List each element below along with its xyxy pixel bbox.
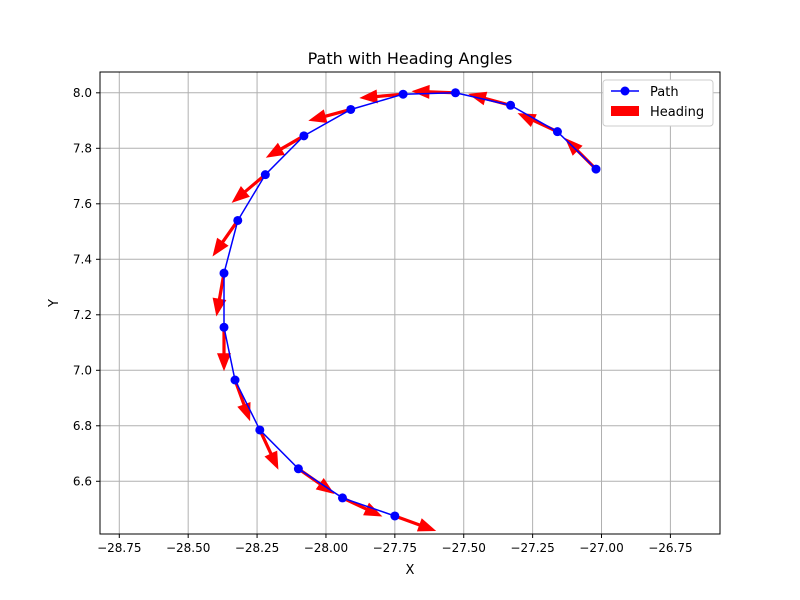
path-point <box>230 375 240 385</box>
x-tick-label: −28.00 <box>304 541 348 555</box>
legend-heading-label: Heading <box>650 105 704 120</box>
y-tick-label: 8.0 <box>73 86 92 100</box>
legend-path-marker <box>620 86 630 96</box>
plot-area-frame <box>99 71 721 535</box>
x-tick-label: −28.25 <box>235 541 279 555</box>
path-point <box>346 104 356 114</box>
path-point <box>398 89 408 99</box>
heading-arrow <box>212 219 240 257</box>
x-tick-label: −26.75 <box>648 541 692 555</box>
path-point <box>552 127 562 137</box>
path-point <box>390 511 400 521</box>
x-tick-label: −27.25 <box>510 541 554 555</box>
heading-arrow <box>517 113 559 134</box>
y-tick-label: 6.8 <box>73 419 92 433</box>
y-axis-ticks: 6.6 6.8 7.0 7.2 7.4 7.6 7.8 8.0 <box>73 86 100 488</box>
path-point <box>255 425 265 435</box>
heading-arrow <box>411 84 456 99</box>
path-point <box>260 170 270 180</box>
y-tick-label: 7.8 <box>73 141 92 155</box>
chart-title: Path with Heading Angles <box>308 49 513 68</box>
y-axis-label: Y <box>47 299 62 308</box>
y-tick-label: 7.0 <box>73 363 92 377</box>
x-tick-label: −27.75 <box>373 541 417 555</box>
path-line <box>223 92 597 517</box>
x-tick-label: −27.00 <box>579 541 623 555</box>
heading-arrow <box>308 107 352 123</box>
heading-arrow <box>212 272 227 317</box>
y-tick-label: 6.6 <box>73 474 92 488</box>
path-point <box>506 100 516 110</box>
x-tick-label: −27.50 <box>442 541 486 555</box>
legend: Path Heading <box>602 79 714 127</box>
heading-arrow <box>359 89 404 104</box>
y-tick-label: 7.2 <box>73 308 92 322</box>
legend-path-label: Path <box>650 85 679 100</box>
path-point <box>299 131 309 141</box>
x-axis-ticks: −28.75 −28.50 −28.25 −28.00 −27.75 −27.50 −27.… <box>97 534 693 555</box>
path-point <box>337 493 347 503</box>
path-series <box>219 88 601 521</box>
heading-arrow <box>258 429 279 470</box>
x-axis-label: X <box>406 563 415 578</box>
heading-arrow <box>231 173 267 203</box>
path-point <box>293 464 303 474</box>
path-point <box>219 322 229 332</box>
path-point <box>591 164 601 174</box>
path-point <box>450 88 460 98</box>
x-tick-label: −28.75 <box>97 541 141 555</box>
path-point <box>233 215 243 225</box>
heading-arrow <box>233 379 251 422</box>
x-tick-label: −28.50 <box>166 541 210 555</box>
heading-arrow <box>265 134 305 158</box>
y-tick-label: 7.4 <box>73 252 92 266</box>
heading-arrow <box>394 514 437 532</box>
y-tick-label: 7.6 <box>73 197 92 211</box>
legend-heading-swatch <box>611 106 639 116</box>
grid-lines <box>100 72 720 534</box>
heading-arrow <box>217 327 231 372</box>
path-point <box>219 268 229 278</box>
